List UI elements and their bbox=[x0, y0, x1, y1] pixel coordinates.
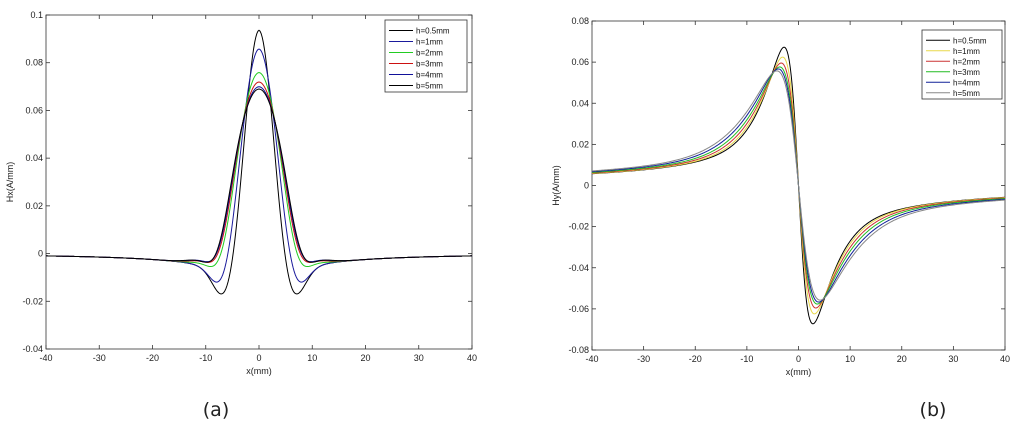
y-axis-label: Hx(A/mm) bbox=[5, 162, 15, 203]
legend-label: h=0.5mm bbox=[416, 27, 450, 36]
x-tick-label: -10 bbox=[740, 354, 753, 364]
x-tick-label: -20 bbox=[146, 353, 159, 363]
y-tick-label: 0.1 bbox=[30, 10, 43, 20]
x-tick-label: -30 bbox=[93, 353, 106, 363]
legend-label: b=2mm bbox=[416, 49, 443, 58]
y-tick-label: -0.02 bbox=[22, 296, 43, 306]
chart-panel-a: -40 -30 -20 -10 0 10 20 30 40 -0.04 -0.02 0 0.02 0.04… bbox=[5, 10, 477, 421]
x-tick-label: 20 bbox=[897, 354, 907, 364]
legend-label: b=4mm bbox=[416, 71, 443, 80]
x-tick-label: -30 bbox=[637, 354, 650, 364]
x-tick-label: -40 bbox=[585, 354, 598, 364]
y-tick-label: 0.02 bbox=[571, 139, 589, 149]
y-tick-label: -0.04 bbox=[568, 263, 589, 273]
legend-label: b=3mm bbox=[416, 60, 443, 69]
y-tick-label: 0.02 bbox=[25, 201, 43, 211]
y-axis-label: Hy(A/mm) bbox=[551, 165, 561, 206]
series-line-b=5mm bbox=[46, 88, 472, 263]
y-tick-label: -0.02 bbox=[568, 222, 589, 232]
series-line-b=4mm bbox=[46, 86, 472, 263]
y-tick-label: 0 bbox=[38, 249, 43, 259]
y-tick-label: 0.04 bbox=[571, 98, 589, 108]
y-tick-label: 0.06 bbox=[25, 105, 43, 115]
legend-label: h=1mm bbox=[416, 38, 443, 47]
chart-panel-b: -40 -30 -20 -10 0 10 20 30 40 -0.08 -0.06 -0.04 -0.0… bbox=[551, 16, 1010, 421]
legend-label: h=0.5mm bbox=[953, 36, 987, 45]
x-tick-label: 30 bbox=[414, 353, 424, 363]
legend-label: h=1mm bbox=[953, 47, 980, 56]
y-tick-label: -0.04 bbox=[22, 344, 43, 354]
series-line-b=3mm bbox=[46, 81, 472, 263]
x-tick-label: 10 bbox=[845, 354, 855, 364]
legend-label: h=2mm bbox=[953, 57, 980, 66]
legend-label: b=5mm bbox=[416, 82, 443, 91]
y-tick-label: 0.08 bbox=[25, 58, 43, 68]
y-tick-label: -0.08 bbox=[568, 345, 589, 355]
y-tick-label: -0.06 bbox=[568, 304, 589, 314]
y-tick-label: 0 bbox=[584, 181, 589, 191]
series-line-b=2mm bbox=[46, 72, 472, 268]
x-tick-label: -40 bbox=[39, 353, 52, 363]
x-tick-label: 30 bbox=[948, 354, 958, 364]
legend-box bbox=[921, 29, 1003, 100]
legend-box bbox=[384, 19, 468, 93]
legend-label: h=3mm bbox=[953, 68, 980, 77]
series-line-h=5mm bbox=[592, 70, 1005, 301]
x-tick-label: 20 bbox=[360, 353, 370, 363]
legend: h=0.5mm h=1mm b=2mm b=3mm b=4mm b=5mm bbox=[384, 19, 468, 93]
x-tick-label: 0 bbox=[796, 354, 801, 364]
panel-label: (b) bbox=[920, 399, 947, 421]
x-axis-label: x(mm) bbox=[246, 366, 272, 376]
y-tick-label: 0.06 bbox=[571, 57, 589, 67]
panel-label: (a) bbox=[203, 399, 229, 421]
x-tick-label: -20 bbox=[689, 354, 702, 364]
x-axis-label: x(mm) bbox=[786, 367, 812, 377]
x-tick-label: 10 bbox=[307, 353, 317, 363]
x-tick-label: 40 bbox=[467, 353, 477, 363]
y-tick-label: 0.08 bbox=[571, 16, 589, 26]
x-tick-label: 0 bbox=[256, 353, 261, 363]
y-tick-label: 0.04 bbox=[25, 153, 43, 163]
x-tick-label: 40 bbox=[1000, 354, 1010, 364]
legend-label: h=5mm bbox=[953, 89, 980, 98]
legend-label: h=4mm bbox=[953, 78, 980, 87]
x-tick-label: -10 bbox=[199, 353, 212, 363]
